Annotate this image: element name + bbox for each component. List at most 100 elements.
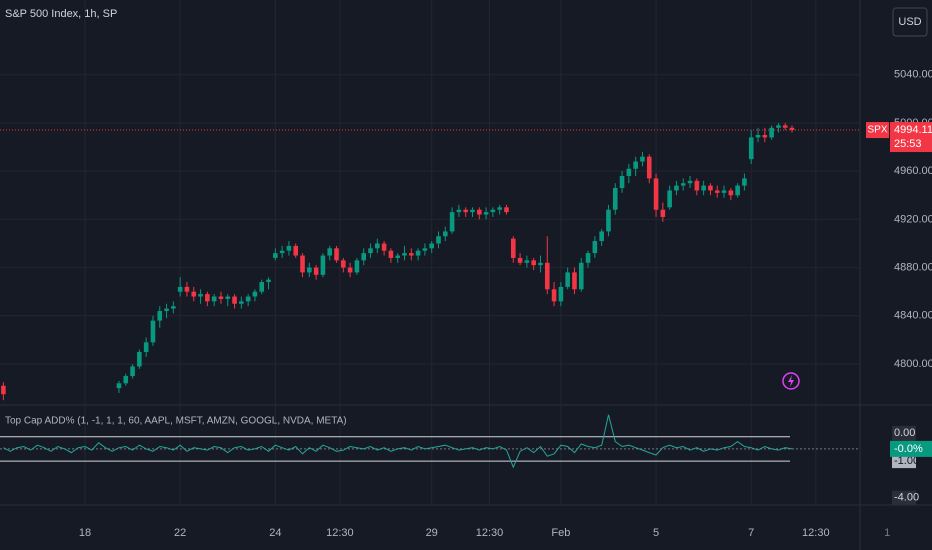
candle-body xyxy=(504,207,509,213)
candle-body xyxy=(755,135,761,138)
candle-body xyxy=(436,236,441,244)
candle-body xyxy=(470,209,475,213)
symbol-badge xyxy=(866,122,889,139)
candle-body xyxy=(164,308,169,311)
candle-body xyxy=(184,286,190,292)
candle-body xyxy=(531,260,536,266)
alert-icon[interactable] xyxy=(782,372,800,390)
candle-body xyxy=(218,296,224,299)
candle-body xyxy=(415,250,421,256)
x-tick-label: 24 xyxy=(269,527,281,539)
candle-body xyxy=(599,231,604,242)
candle-body xyxy=(273,253,278,258)
candle-body xyxy=(667,190,672,208)
indicator-line xyxy=(3,414,793,469)
candle-body xyxy=(483,212,489,215)
candle-body xyxy=(150,320,156,343)
candle-body xyxy=(177,286,183,292)
symbol-title: S&P 500 Index, 1h, SP xyxy=(5,8,117,20)
candle-body xyxy=(578,262,584,290)
candle-body xyxy=(375,243,380,249)
candle-body xyxy=(171,306,176,309)
candle-body xyxy=(334,248,339,261)
candle-body xyxy=(748,137,754,160)
candle-body xyxy=(646,156,652,179)
candle-body xyxy=(769,127,774,138)
candle-body xyxy=(463,209,468,213)
candle-body xyxy=(449,212,455,232)
y-tick-label: -1.00 xyxy=(894,455,919,467)
price-badge-text: 4994.11 xyxy=(894,124,932,136)
candle-body xyxy=(225,296,231,299)
candle-body xyxy=(551,289,557,302)
y-tick-label: 5040.00 xyxy=(894,69,932,81)
candle-body xyxy=(116,383,122,389)
y-tick-label: 0.00 xyxy=(894,427,915,439)
icon-bolt[interactable] xyxy=(788,375,794,387)
candle-body xyxy=(395,255,401,258)
countdown-text: 25:53 xyxy=(894,138,922,150)
candle-body xyxy=(266,279,271,283)
candle-body xyxy=(239,301,244,304)
candle-body xyxy=(728,190,734,196)
candle-body xyxy=(619,175,625,189)
candle-body xyxy=(694,180,700,191)
candle-body xyxy=(307,267,312,273)
x-tick-label: 22 xyxy=(174,527,186,539)
candle-body xyxy=(687,180,693,184)
candle-body xyxy=(558,286,564,302)
x-tick-label: 1 xyxy=(884,527,890,539)
x-tick-label: 12:30 xyxy=(802,527,830,539)
labels: 18 22 24 12:30 29 12:30 Feb 5 7 12:30 1 4800.00 4840… xyxy=(79,69,932,539)
y-tick-bg xyxy=(892,425,916,440)
candle-body xyxy=(388,250,394,258)
candle-body xyxy=(572,272,577,290)
candle-body xyxy=(510,238,516,258)
candle-body xyxy=(157,310,163,321)
candle-body xyxy=(313,267,319,275)
candle-body xyxy=(320,255,326,275)
candle-body xyxy=(300,255,305,273)
candle-body xyxy=(361,253,367,261)
candle-body xyxy=(191,291,197,297)
candle-body xyxy=(735,185,740,196)
candle-body xyxy=(660,209,666,217)
candle-body xyxy=(538,262,543,266)
symbol-badge-text: SPX xyxy=(867,125,887,136)
candle-body xyxy=(368,248,373,254)
y-tick-label: 4960.00 xyxy=(894,165,932,177)
icon-circle[interactable] xyxy=(782,372,800,390)
candle-body xyxy=(633,161,638,169)
y-tick-label: 4920.00 xyxy=(894,213,932,225)
y-tick-bg xyxy=(892,454,916,469)
candle-body xyxy=(565,272,570,287)
candle-body xyxy=(137,351,142,367)
x-tick-label: 18 xyxy=(79,527,91,539)
currency[interactable]: USD xyxy=(898,16,921,28)
candle-body xyxy=(259,282,265,292)
candle-body xyxy=(232,296,237,304)
candle-body xyxy=(490,209,496,213)
x-tick-label: 29 xyxy=(426,527,438,539)
currency-button[interactable] xyxy=(892,7,928,37)
x-tick-label: 12:30 xyxy=(326,527,354,539)
x-tick-label: Feb xyxy=(551,527,570,539)
candle-body xyxy=(123,376,129,384)
candle-body xyxy=(701,185,706,191)
candle-body xyxy=(606,209,611,232)
candle-body xyxy=(653,178,659,210)
candles xyxy=(1,122,795,401)
candle-body xyxy=(354,260,360,273)
candle-body xyxy=(130,366,135,377)
candle-body xyxy=(409,253,414,256)
candle-body xyxy=(143,342,149,352)
candle-body xyxy=(205,294,210,302)
candle-body xyxy=(293,245,299,256)
x-tick-label: 12:30 xyxy=(476,527,504,539)
grid xyxy=(0,0,860,505)
candle-body xyxy=(544,262,550,290)
candle-body xyxy=(442,231,448,237)
candle-body xyxy=(721,190,727,193)
